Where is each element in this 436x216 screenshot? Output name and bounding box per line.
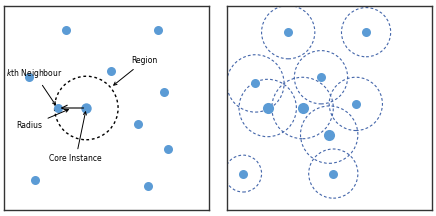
Text: Region: Region <box>114 56 158 85</box>
Text: $k$th Neighbour: $k$th Neighbour <box>7 67 63 105</box>
Text: Radius: Radius <box>17 109 68 130</box>
Text: Core Instance: Core Instance <box>49 112 102 163</box>
